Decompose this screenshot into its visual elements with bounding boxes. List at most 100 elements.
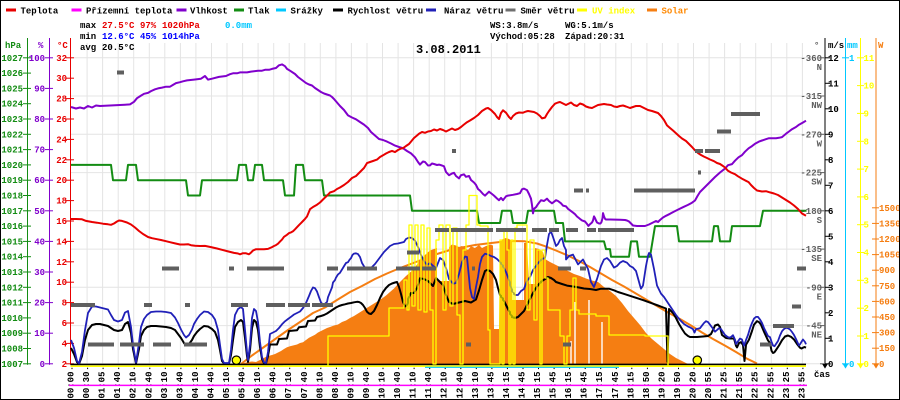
svg-text:9: 9 (864, 109, 869, 119)
svg-text:30: 30 (56, 74, 67, 84)
svg-text:12.6°C: 12.6°C (102, 32, 135, 42)
svg-text:0: 0 (849, 360, 854, 370)
svg-text:WS:3.8m/s: WS:3.8m/s (490, 21, 539, 31)
svg-text:1013: 1013 (1, 268, 23, 278)
svg-text:11: 11 (864, 54, 875, 64)
svg-text:1012: 1012 (1, 283, 23, 293)
svg-text:1014: 1014 (1, 253, 23, 263)
svg-text:1050: 1050 (879, 251, 899, 261)
svg-text:3: 3 (864, 276, 869, 286)
svg-text:1: 1 (864, 332, 870, 342)
svg-text:-90: -90 (806, 283, 822, 293)
svg-text:6: 6 (828, 207, 833, 217)
svg-text:Rychlost větru: Rychlost větru (348, 7, 424, 17)
svg-text:1024: 1024 (1, 100, 23, 110)
svg-text:8: 8 (864, 137, 869, 147)
svg-text:6: 6 (864, 193, 869, 203)
svg-text:čas: čas (814, 370, 830, 380)
svg-text:Vlhkost: Vlhkost (190, 7, 228, 17)
svg-text:24: 24 (56, 135, 67, 145)
svg-text:1015: 1015 (1, 237, 23, 247)
svg-text:70: 70 (34, 146, 45, 156)
svg-text:600: 600 (879, 297, 895, 307)
svg-text:-270: -270 (800, 130, 822, 140)
svg-text:1017: 1017 (1, 207, 23, 217)
svg-text:-135: -135 (800, 245, 822, 255)
svg-text:1009: 1009 (1, 329, 23, 339)
svg-text:NE: NE (811, 331, 822, 341)
svg-text:1026: 1026 (1, 69, 23, 79)
svg-text:750: 750 (879, 282, 895, 292)
svg-text:900: 900 (879, 266, 895, 276)
svg-text:16: 16 (56, 217, 67, 227)
svg-text:avg: avg (80, 43, 96, 53)
svg-text:10: 10 (828, 105, 839, 115)
svg-text:22: 22 (56, 156, 67, 166)
svg-text:Srážky: Srážky (291, 7, 324, 17)
svg-text:20: 20 (34, 299, 45, 309)
svg-text:1020: 1020 (1, 161, 23, 171)
svg-text:Směr větru: Směr větru (521, 7, 575, 17)
svg-text:0: 0 (40, 360, 45, 370)
svg-text:E: E (817, 292, 823, 302)
svg-text:1025: 1025 (1, 84, 23, 94)
svg-text:-45: -45 (806, 322, 822, 332)
svg-text:100: 100 (29, 54, 45, 64)
svg-text:-225: -225 (800, 169, 822, 179)
svg-text:0.0mm: 0.0mm (225, 21, 253, 31)
svg-text:2: 2 (828, 309, 833, 319)
svg-text:2: 2 (864, 304, 869, 314)
svg-text:1019: 1019 (1, 176, 23, 186)
svg-text:10: 10 (34, 329, 45, 339)
svg-text:S: S (817, 216, 823, 226)
svg-text:40: 40 (34, 237, 45, 247)
svg-text:0: 0 (864, 360, 869, 370)
svg-text:1014hPa: 1014hPa (162, 32, 200, 42)
svg-text:2: 2 (62, 360, 67, 370)
svg-text:mm: mm (847, 41, 858, 51)
svg-text:-315: -315 (800, 92, 822, 102)
svg-text:1020hPa: 1020hPa (162, 21, 200, 31)
svg-text:300: 300 (879, 329, 895, 339)
svg-text:max: max (80, 21, 97, 31)
svg-text:hPa: hPa (5, 41, 22, 51)
svg-text:18: 18 (56, 197, 67, 207)
svg-text:8: 8 (62, 299, 67, 309)
svg-text:1016: 1016 (1, 222, 23, 232)
svg-text:5: 5 (864, 221, 869, 231)
svg-text:UV index: UV index (592, 7, 636, 17)
svg-text:45%: 45% (140, 32, 157, 42)
svg-text:3: 3 (828, 283, 833, 293)
svg-text:1018: 1018 (1, 192, 23, 202)
svg-text:32: 32 (56, 54, 67, 64)
svg-text:5: 5 (828, 232, 833, 242)
svg-text:Tlak: Tlak (248, 7, 270, 17)
svg-text:SE: SE (811, 254, 822, 264)
svg-text:Náraz větru: Náraz větru (444, 7, 503, 17)
svg-text:11: 11 (828, 79, 839, 89)
svg-text:450: 450 (879, 313, 895, 323)
svg-text:SW: SW (811, 178, 822, 188)
svg-text:9: 9 (828, 130, 833, 140)
svg-text:10: 10 (56, 278, 67, 288)
svg-text:1027: 1027 (1, 54, 23, 64)
svg-text:Východ:05:28: Východ:05:28 (490, 32, 555, 42)
svg-text:%: % (38, 41, 44, 51)
svg-text:50: 50 (34, 207, 45, 217)
svg-text:1500: 1500 (879, 204, 899, 214)
svg-text:Západ:20:31: Západ:20:31 (565, 32, 625, 42)
svg-text:-180: -180 (800, 207, 822, 217)
svg-text:1350: 1350 (879, 219, 899, 229)
svg-text:8: 8 (828, 156, 833, 166)
svg-text:150: 150 (879, 344, 895, 354)
svg-text:1008: 1008 (1, 345, 23, 355)
svg-text:N: N (817, 63, 822, 73)
svg-text:4: 4 (62, 339, 68, 349)
svg-text:7: 7 (864, 165, 869, 175)
svg-text:6: 6 (62, 319, 67, 329)
svg-text:°: ° (814, 41, 819, 51)
svg-text:20.5°C: 20.5°C (102, 43, 135, 53)
svg-text:W: W (878, 41, 884, 51)
svg-text:1011: 1011 (1, 299, 23, 309)
svg-text:Teplota: Teplota (21, 7, 59, 17)
